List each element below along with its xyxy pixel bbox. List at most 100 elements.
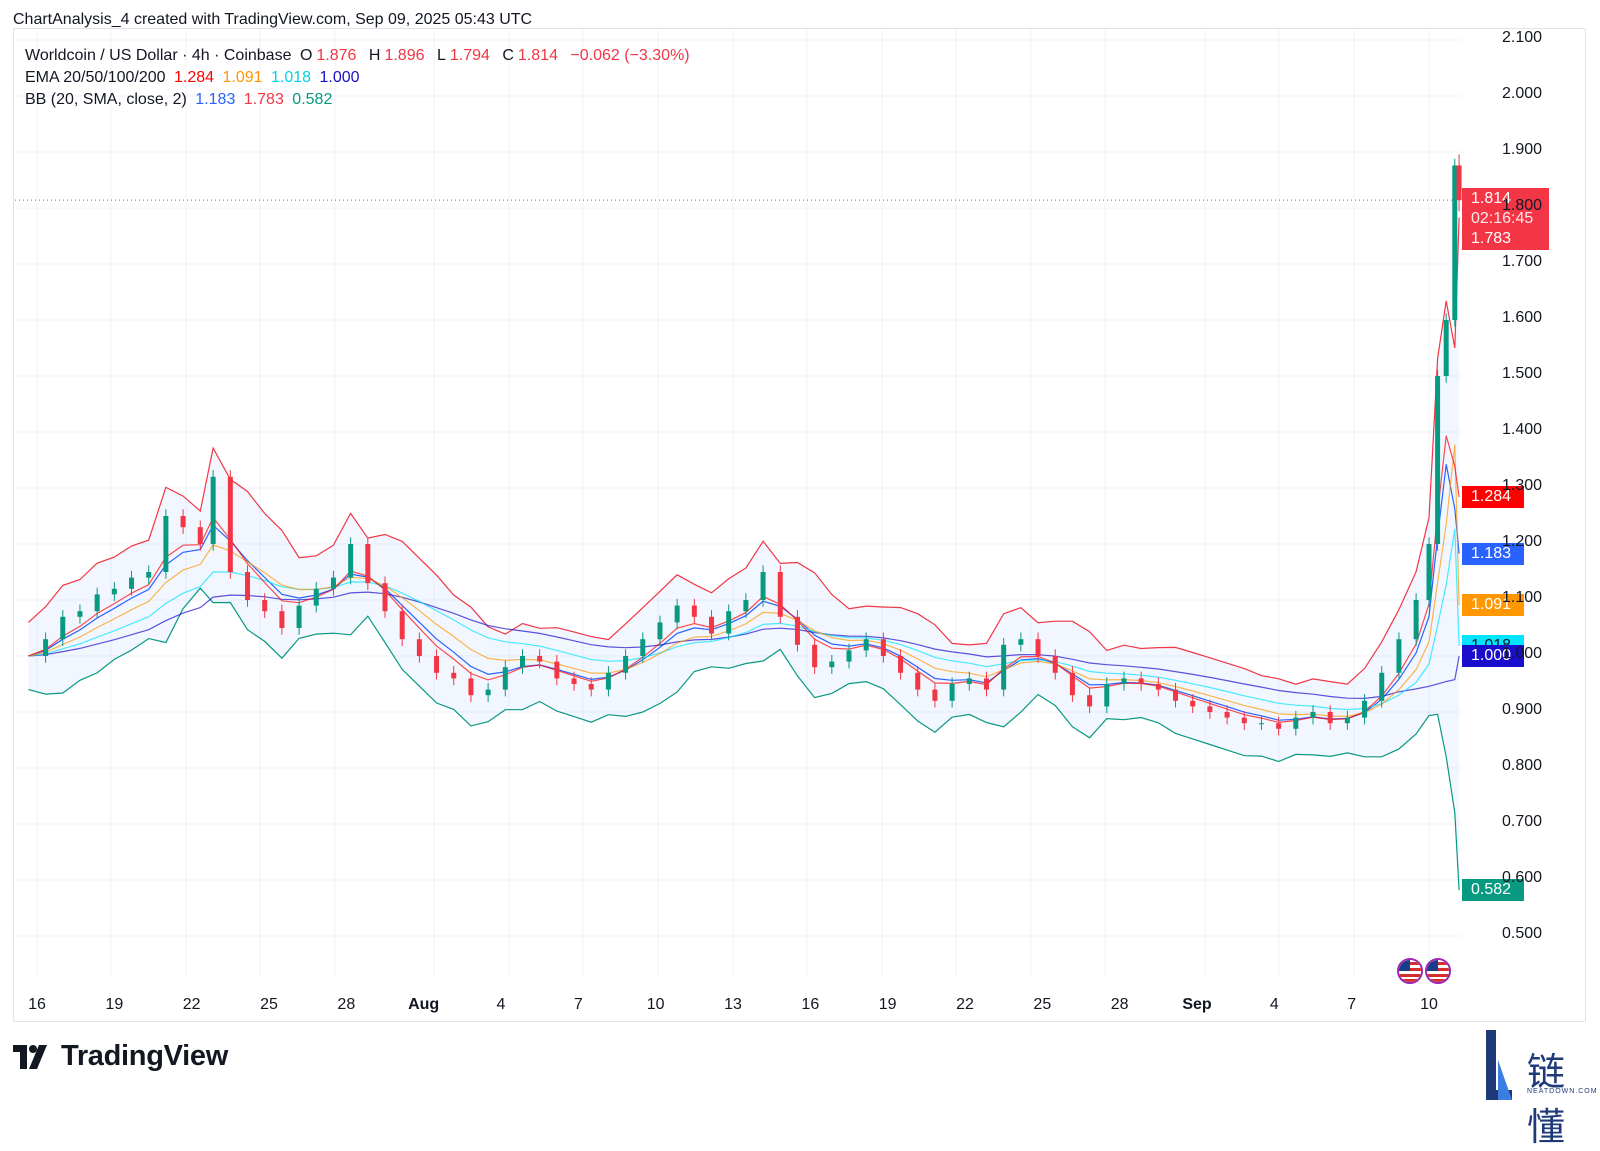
candle-body bbox=[966, 678, 972, 684]
ema20-value: 1.284 bbox=[174, 69, 215, 86]
candle-body bbox=[760, 572, 766, 600]
bar-countdown: 02:16:45 bbox=[1471, 210, 1534, 228]
chart-caption: ChartAnalysis_4 created with TradingView… bbox=[13, 11, 533, 28]
candle-body bbox=[210, 476, 216, 544]
ema-legend[interactable]: EMA 20/50/100/200 1.284 1.091 1.018 1.00… bbox=[25, 69, 364, 87]
candle-body bbox=[1052, 656, 1058, 673]
candle-body bbox=[726, 611, 732, 634]
axis-value-badge: 1.000 bbox=[1462, 645, 1524, 667]
candle-body bbox=[1258, 723, 1264, 725]
candle-body bbox=[709, 616, 715, 634]
candle-body bbox=[330, 577, 336, 589]
candle-body bbox=[1456, 165, 1462, 201]
time-tick-label: 28 bbox=[1110, 996, 1129, 1013]
tradingview-logo-text: TradingView bbox=[61, 1040, 228, 1072]
candle-body bbox=[554, 661, 560, 679]
candle-body bbox=[146, 572, 152, 578]
price-tick-label: 1.900 bbox=[1502, 141, 1543, 158]
time-tick-label: 16 bbox=[28, 996, 46, 1013]
candle-body bbox=[468, 678, 474, 696]
tradingview-logo[interactable]: TradingView bbox=[13, 1040, 228, 1073]
bb-basis-value: 1.183 bbox=[195, 91, 236, 108]
candle-body bbox=[434, 656, 440, 673]
candle-body bbox=[932, 689, 938, 701]
price-tick-label: 1.600 bbox=[1502, 309, 1543, 326]
time-tick-label: 7 bbox=[573, 996, 583, 1013]
time-tick-label: Sep bbox=[1182, 996, 1212, 1013]
candle-body bbox=[180, 516, 186, 528]
time-tick-label: 10 bbox=[1420, 996, 1438, 1013]
change-value: −0.062 (−3.30%) bbox=[570, 47, 690, 64]
time-tick-label: 22 bbox=[182, 996, 201, 1013]
candle-body bbox=[829, 661, 835, 668]
high-label: H bbox=[368, 47, 381, 64]
axis-value-badge: 1.183 bbox=[1462, 542, 1524, 565]
time-tick-label: 22 bbox=[956, 996, 974, 1013]
candle-body bbox=[1443, 320, 1449, 376]
price-chart[interactable] bbox=[0, 0, 1600, 1103]
candle-body bbox=[77, 611, 83, 617]
axis-value-badge: 1.091 bbox=[1462, 594, 1524, 617]
low-value: 1.794 bbox=[449, 47, 490, 64]
candle-body bbox=[1207, 706, 1213, 712]
price-tick-label: 1.100 bbox=[1502, 589, 1543, 606]
candle-body bbox=[163, 516, 169, 572]
us-flag-icon[interactable] bbox=[1397, 958, 1423, 984]
price-tick-label: 0.500 bbox=[1502, 925, 1543, 942]
candle-body bbox=[296, 605, 302, 628]
price-tick-label: 1.000 bbox=[1502, 645, 1543, 662]
ema50-line bbox=[28, 444, 1460, 718]
candle-body bbox=[1121, 678, 1127, 684]
ema100-line bbox=[28, 528, 1460, 711]
candle-body bbox=[1018, 639, 1024, 645]
candle-body bbox=[197, 527, 203, 544]
candle-body bbox=[846, 650, 852, 662]
price-tick-label: 0.600 bbox=[1502, 869, 1543, 886]
candle-body bbox=[812, 644, 818, 668]
candle-body bbox=[983, 678, 989, 690]
candle-body bbox=[416, 639, 422, 656]
price-tick-label: 1.700 bbox=[1502, 253, 1543, 270]
chart-frame[interactable] bbox=[13, 28, 1586, 1022]
ema-label[interactable]: EMA 20/50/100/200 bbox=[25, 69, 166, 86]
price-tick-label: 0.900 bbox=[1502, 701, 1543, 718]
candle-body bbox=[674, 605, 680, 623]
candle-body bbox=[1293, 717, 1299, 729]
candle-body bbox=[1190, 700, 1196, 707]
candle-body bbox=[691, 605, 697, 617]
symbol-title[interactable]: Worldcoin / US Dollar · 4h · Coinbase bbox=[25, 47, 292, 64]
time-tick-label: 25 bbox=[1033, 996, 1052, 1013]
time-tick-label: 10 bbox=[646, 996, 665, 1013]
time-tick-label: 13 bbox=[724, 996, 742, 1013]
bb-label[interactable]: BB (20, SMA, close, 2) bbox=[25, 91, 187, 108]
candle-body bbox=[605, 672, 611, 690]
high-value: 1.896 bbox=[384, 47, 425, 64]
candle-body bbox=[348, 544, 354, 578]
candle-body bbox=[1155, 684, 1161, 690]
candle-body bbox=[1310, 712, 1316, 718]
candle-body bbox=[129, 577, 135, 589]
bb-upper-line bbox=[27, 217, 1460, 685]
candle-body bbox=[1379, 672, 1385, 701]
time-tick-label: Aug bbox=[408, 996, 440, 1013]
price-tick-label: 1.400 bbox=[1502, 421, 1543, 438]
bb-upper-badge: 1.783 bbox=[1471, 230, 1512, 248]
close-label: C bbox=[502, 47, 514, 64]
candle-body bbox=[245, 572, 251, 600]
candle-body bbox=[657, 622, 663, 640]
bb-legend[interactable]: BB (20, SMA, close, 2) 1.183 1.783 0.582 bbox=[25, 91, 336, 109]
candle-body bbox=[60, 616, 66, 640]
time-tick-label: 16 bbox=[801, 996, 820, 1013]
us-flag-icon[interactable] bbox=[1425, 958, 1451, 984]
price-tick-label: 1.800 bbox=[1502, 197, 1543, 214]
candle-body bbox=[949, 684, 955, 701]
candle-body bbox=[1035, 639, 1041, 656]
candle-body bbox=[588, 684, 594, 690]
price-tick-label: 0.800 bbox=[1502, 757, 1543, 774]
candle-body bbox=[623, 656, 629, 673]
candle-body bbox=[1087, 695, 1093, 707]
axis-value-badge: 0.582 bbox=[1462, 879, 1524, 902]
watermark-text: 链懂 bbox=[1527, 1050, 1566, 1149]
low-label: L bbox=[436, 47, 446, 64]
